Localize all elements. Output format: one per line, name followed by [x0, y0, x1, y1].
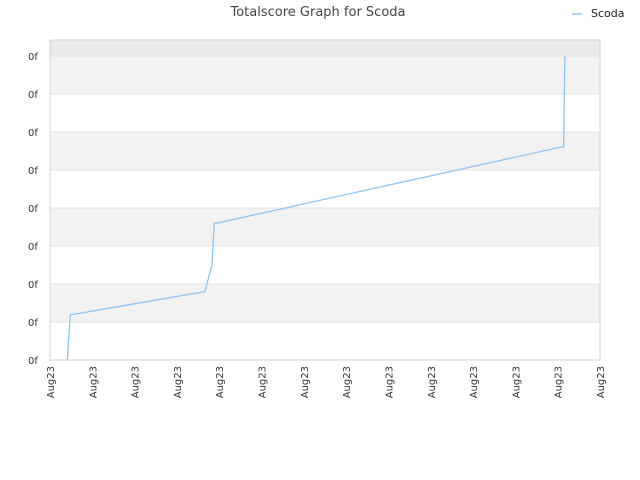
plot-band — [50, 132, 600, 170]
y-axis-ticks: 0f 0f 0f 0f 0f 0f 0f 0f 0f — [28, 52, 38, 367]
y-tick-label: 0f — [28, 166, 38, 177]
axes — [49, 39, 601, 361]
y-tick-label: 0f — [28, 356, 38, 367]
plot-background — [50, 40, 600, 322]
plot-band — [50, 208, 600, 246]
x-tick-label: Aug23 — [469, 366, 480, 398]
plot-band — [50, 40, 600, 56]
y-tick-label: 0f — [28, 204, 38, 215]
y-tick-label: 0f — [28, 128, 38, 139]
x-tick-label: Aug23 — [88, 366, 99, 398]
y-tick-label: 0f — [28, 318, 38, 329]
series-line-scoda — [66, 55, 566, 361]
x-tick-label: Aug23 — [215, 366, 226, 398]
x-tick-label: Aug23 — [596, 366, 607, 398]
x-tick-label: Aug23 — [131, 366, 142, 398]
x-tick-label: Aug23 — [511, 366, 522, 398]
x-tick-label: Aug23 — [554, 366, 565, 398]
y-tick-label: 0f — [28, 90, 38, 101]
y-tick-label: 0f — [28, 242, 38, 253]
x-axis-ticks: Aug23 Aug23 Aug23 Aug23 Aug23 Aug23 Aug23 Aug23… — [46, 366, 607, 398]
x-tick-label: Aug23 — [258, 366, 269, 398]
x-tick-label: Aug23 — [427, 366, 438, 398]
plot-band — [50, 56, 600, 94]
x-tick-label: Aug23 — [173, 366, 184, 398]
legend: Scoda — [572, 7, 624, 20]
x-tick-label: Aug23 — [300, 366, 311, 398]
series-layer — [66, 55, 566, 361]
legend-label: Scoda — [591, 7, 624, 20]
x-tick-label: Aug23 — [342, 366, 353, 398]
y-tick-label: 0f — [28, 280, 38, 291]
x-tick-label: Aug23 — [384, 366, 395, 398]
chart-title: Totalscore Graph for Scoda — [229, 5, 405, 20]
x-tick-label: Aug23 — [46, 366, 57, 398]
plot-band — [50, 284, 600, 322]
y-tick-label: 0f — [28, 52, 38, 63]
